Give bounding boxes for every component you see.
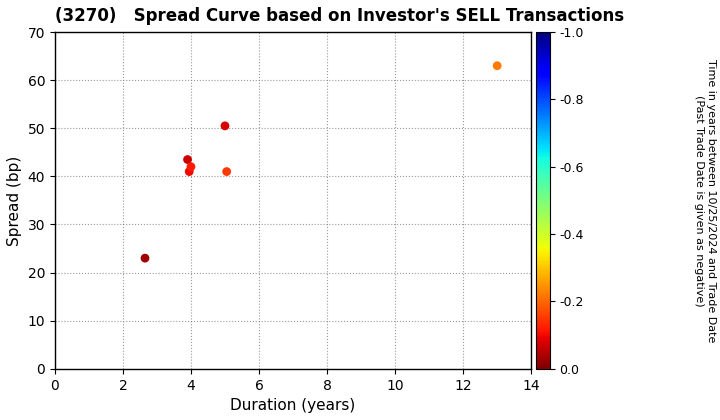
Y-axis label: Time in years between 10/25/2024 and Trade Date
(Past Trade Date is given as neg: Time in years between 10/25/2024 and Tra… (694, 59, 716, 342)
Point (184, 168, 195, 175)
Point (181, 156, 193, 163)
Point (219, 123, 230, 129)
Point (492, 62, 503, 69)
Point (185, 163, 197, 170)
Point (221, 168, 233, 175)
Point (139, 255, 150, 262)
X-axis label: Duration (years): Duration (years) (230, 398, 356, 413)
Text: (3270)   Spread Curve based on Investor's SELL Transactions: (3270) Spread Curve based on Investor's … (55, 7, 624, 25)
Y-axis label: Spread (bp): Spread (bp) (7, 155, 22, 246)
